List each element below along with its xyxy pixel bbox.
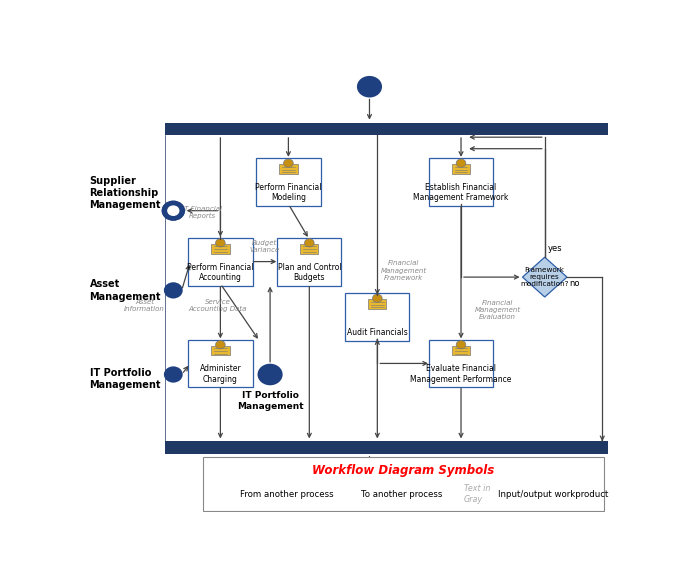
FancyBboxPatch shape [345, 293, 410, 341]
FancyArrowPatch shape [253, 260, 275, 263]
FancyArrowPatch shape [367, 99, 371, 118]
FancyArrowPatch shape [222, 286, 257, 338]
FancyArrowPatch shape [188, 209, 217, 213]
Text: Administer
Charging: Administer Charging [200, 365, 241, 384]
Text: Audit Financials: Audit Financials [347, 328, 408, 338]
FancyBboxPatch shape [368, 299, 387, 309]
FancyBboxPatch shape [452, 164, 470, 174]
FancyArrowPatch shape [307, 286, 311, 437]
FancyArrowPatch shape [268, 288, 272, 362]
FancyArrowPatch shape [367, 457, 371, 469]
Circle shape [259, 365, 281, 384]
Circle shape [168, 206, 179, 215]
Circle shape [165, 367, 182, 382]
Circle shape [165, 283, 182, 297]
FancyBboxPatch shape [211, 244, 230, 254]
FancyArrowPatch shape [464, 275, 518, 279]
Text: IT Portfolio
Management: IT Portfolio Management [90, 368, 161, 390]
FancyArrowPatch shape [459, 388, 463, 437]
FancyArrowPatch shape [375, 339, 379, 344]
FancyArrowPatch shape [219, 388, 222, 437]
Text: Framework
requires
modification?: Framework requires modification? [520, 267, 569, 287]
Circle shape [215, 239, 225, 247]
FancyArrowPatch shape [470, 147, 542, 151]
FancyArrowPatch shape [375, 290, 379, 294]
Text: Supplier
Relationship
Management: Supplier Relationship Management [90, 175, 161, 210]
Text: yes: yes [547, 244, 562, 252]
FancyBboxPatch shape [165, 122, 608, 135]
FancyBboxPatch shape [165, 442, 608, 454]
FancyBboxPatch shape [256, 158, 321, 206]
Text: Budget
Variance: Budget Variance [250, 240, 280, 252]
Circle shape [358, 77, 381, 97]
Text: IT Financial
Reports: IT Financial Reports [182, 206, 222, 220]
FancyBboxPatch shape [188, 339, 252, 388]
FancyArrowPatch shape [470, 135, 542, 139]
Circle shape [456, 159, 466, 167]
Text: Establish Financial
Management Framework: Establish Financial Management Framework [413, 183, 509, 202]
FancyBboxPatch shape [188, 237, 252, 286]
Circle shape [340, 487, 357, 501]
Circle shape [163, 202, 184, 220]
FancyBboxPatch shape [211, 346, 230, 355]
FancyArrowPatch shape [182, 266, 190, 288]
Circle shape [220, 487, 237, 501]
FancyBboxPatch shape [429, 339, 493, 388]
Text: Text in
Gray: Text in Gray [464, 484, 490, 504]
Circle shape [284, 159, 293, 167]
FancyBboxPatch shape [452, 346, 470, 355]
Circle shape [364, 478, 375, 488]
Circle shape [456, 340, 466, 349]
Circle shape [358, 473, 381, 493]
Text: Service
Accounting Data: Service Accounting Data [188, 300, 247, 312]
Text: Evaluate Financial
Management Performance: Evaluate Financial Management Performanc… [410, 365, 512, 384]
FancyBboxPatch shape [277, 237, 342, 286]
Text: Financial
Management
Framework: Financial Management Framework [381, 260, 427, 281]
Text: IT Portfolio
Management: IT Portfolio Management [237, 392, 303, 411]
FancyArrowPatch shape [290, 206, 307, 236]
Circle shape [304, 239, 314, 247]
Text: Workflow Diagram Symbols: Workflow Diagram Symbols [313, 464, 495, 477]
Circle shape [373, 294, 382, 302]
FancyArrowPatch shape [184, 367, 188, 372]
FancyBboxPatch shape [300, 244, 319, 254]
FancyArrowPatch shape [375, 342, 379, 437]
Text: To another process: To another process [360, 489, 442, 499]
Circle shape [344, 490, 353, 498]
FancyBboxPatch shape [203, 457, 604, 511]
Text: Financial
Management
Evaluation: Financial Management Evaluation [475, 300, 520, 320]
Text: Asset
Management: Asset Management [90, 279, 161, 301]
FancyArrowPatch shape [459, 207, 463, 337]
FancyArrowPatch shape [219, 286, 222, 337]
Text: Perform Financial
Accounting: Perform Financial Accounting [187, 263, 254, 282]
Text: no: no [570, 279, 580, 288]
Text: Perform Financial
Modeling: Perform Financial Modeling [255, 183, 322, 202]
Text: From another process: From another process [240, 489, 334, 499]
FancyArrowPatch shape [380, 362, 427, 365]
FancyArrowPatch shape [219, 138, 222, 235]
Circle shape [215, 340, 225, 349]
FancyBboxPatch shape [279, 164, 298, 174]
Text: Input/output workproduct: Input/output workproduct [497, 489, 608, 499]
Text: Plan and Control
Budgets: Plan and Control Budgets [277, 263, 341, 282]
Text: Asset
Information: Asset Information [124, 300, 165, 312]
FancyArrowPatch shape [600, 436, 604, 441]
FancyBboxPatch shape [429, 158, 493, 206]
Polygon shape [522, 257, 567, 297]
FancyArrowPatch shape [459, 138, 463, 156]
FancyArrowPatch shape [286, 138, 290, 156]
